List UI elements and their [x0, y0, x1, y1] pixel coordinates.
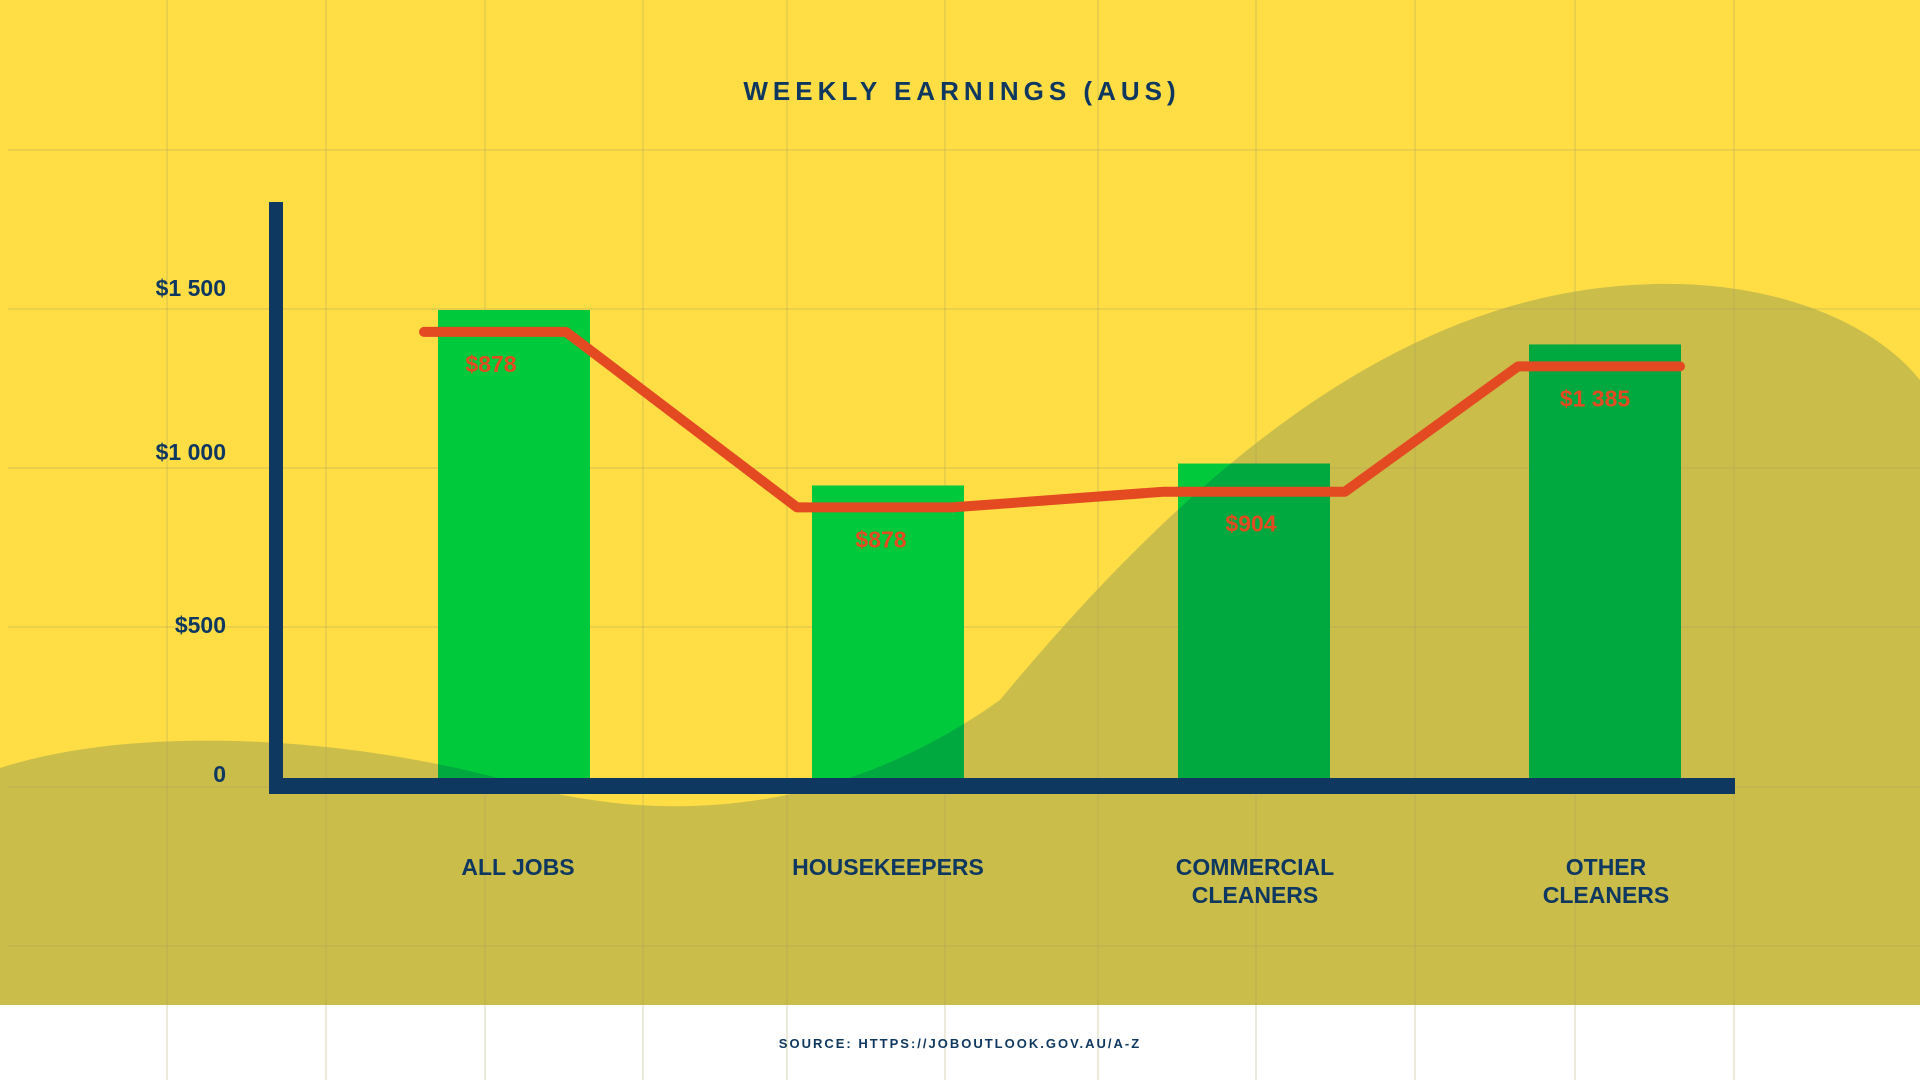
- y-tick-label: $1 500: [156, 275, 226, 301]
- source-note: SOURCE: HTTPS://JOBOUTLOOK.GOV.AU/A-Z: [779, 1036, 1141, 1051]
- y-tick-label: $1 000: [156, 439, 226, 465]
- data-label: $1 385: [1560, 385, 1631, 411]
- x-category-label: OTHER: [1566, 854, 1647, 880]
- x-category-label: COMMERCIAL: [1176, 854, 1334, 880]
- data-label: $878: [855, 526, 906, 552]
- x-axis: [269, 778, 1735, 794]
- x-category-label: CLEANERS: [1192, 882, 1319, 908]
- decorative-wave-band: [0, 283, 1920, 1005]
- bar-shaded: [1529, 344, 1681, 780]
- data-label: $904: [1225, 511, 1276, 537]
- y-axis-ticks: 0 $500 $1 000 $1 500: [156, 275, 226, 787]
- source-footer-background: [0, 1005, 1920, 1080]
- x-axis-categories: ALL JOBS HOUSEKEEPERS COMMERCIALCLEANERSOT…: [461, 854, 1669, 908]
- x-category-label: CLEANERS: [1543, 882, 1670, 908]
- bar: [812, 485, 964, 780]
- data-label: $878: [465, 351, 516, 377]
- y-tick-label: 0: [213, 761, 226, 787]
- bar: [438, 310, 590, 780]
- chart-title: WEEKLY EARNINGS (AUS): [743, 76, 1180, 106]
- bar-shaded: [1178, 463, 1330, 780]
- earnings-line: [419, 326, 1685, 513]
- x-category-label: ALL JOBS: [461, 854, 574, 880]
- x-category-label: HOUSEKEEPERS: [792, 854, 984, 880]
- data-labels: $878 $878 $904 $1 385: [465, 351, 1630, 553]
- y-tick-label: $500: [175, 612, 226, 638]
- chart-axes: [269, 202, 1735, 794]
- y-axis: [269, 202, 283, 794]
